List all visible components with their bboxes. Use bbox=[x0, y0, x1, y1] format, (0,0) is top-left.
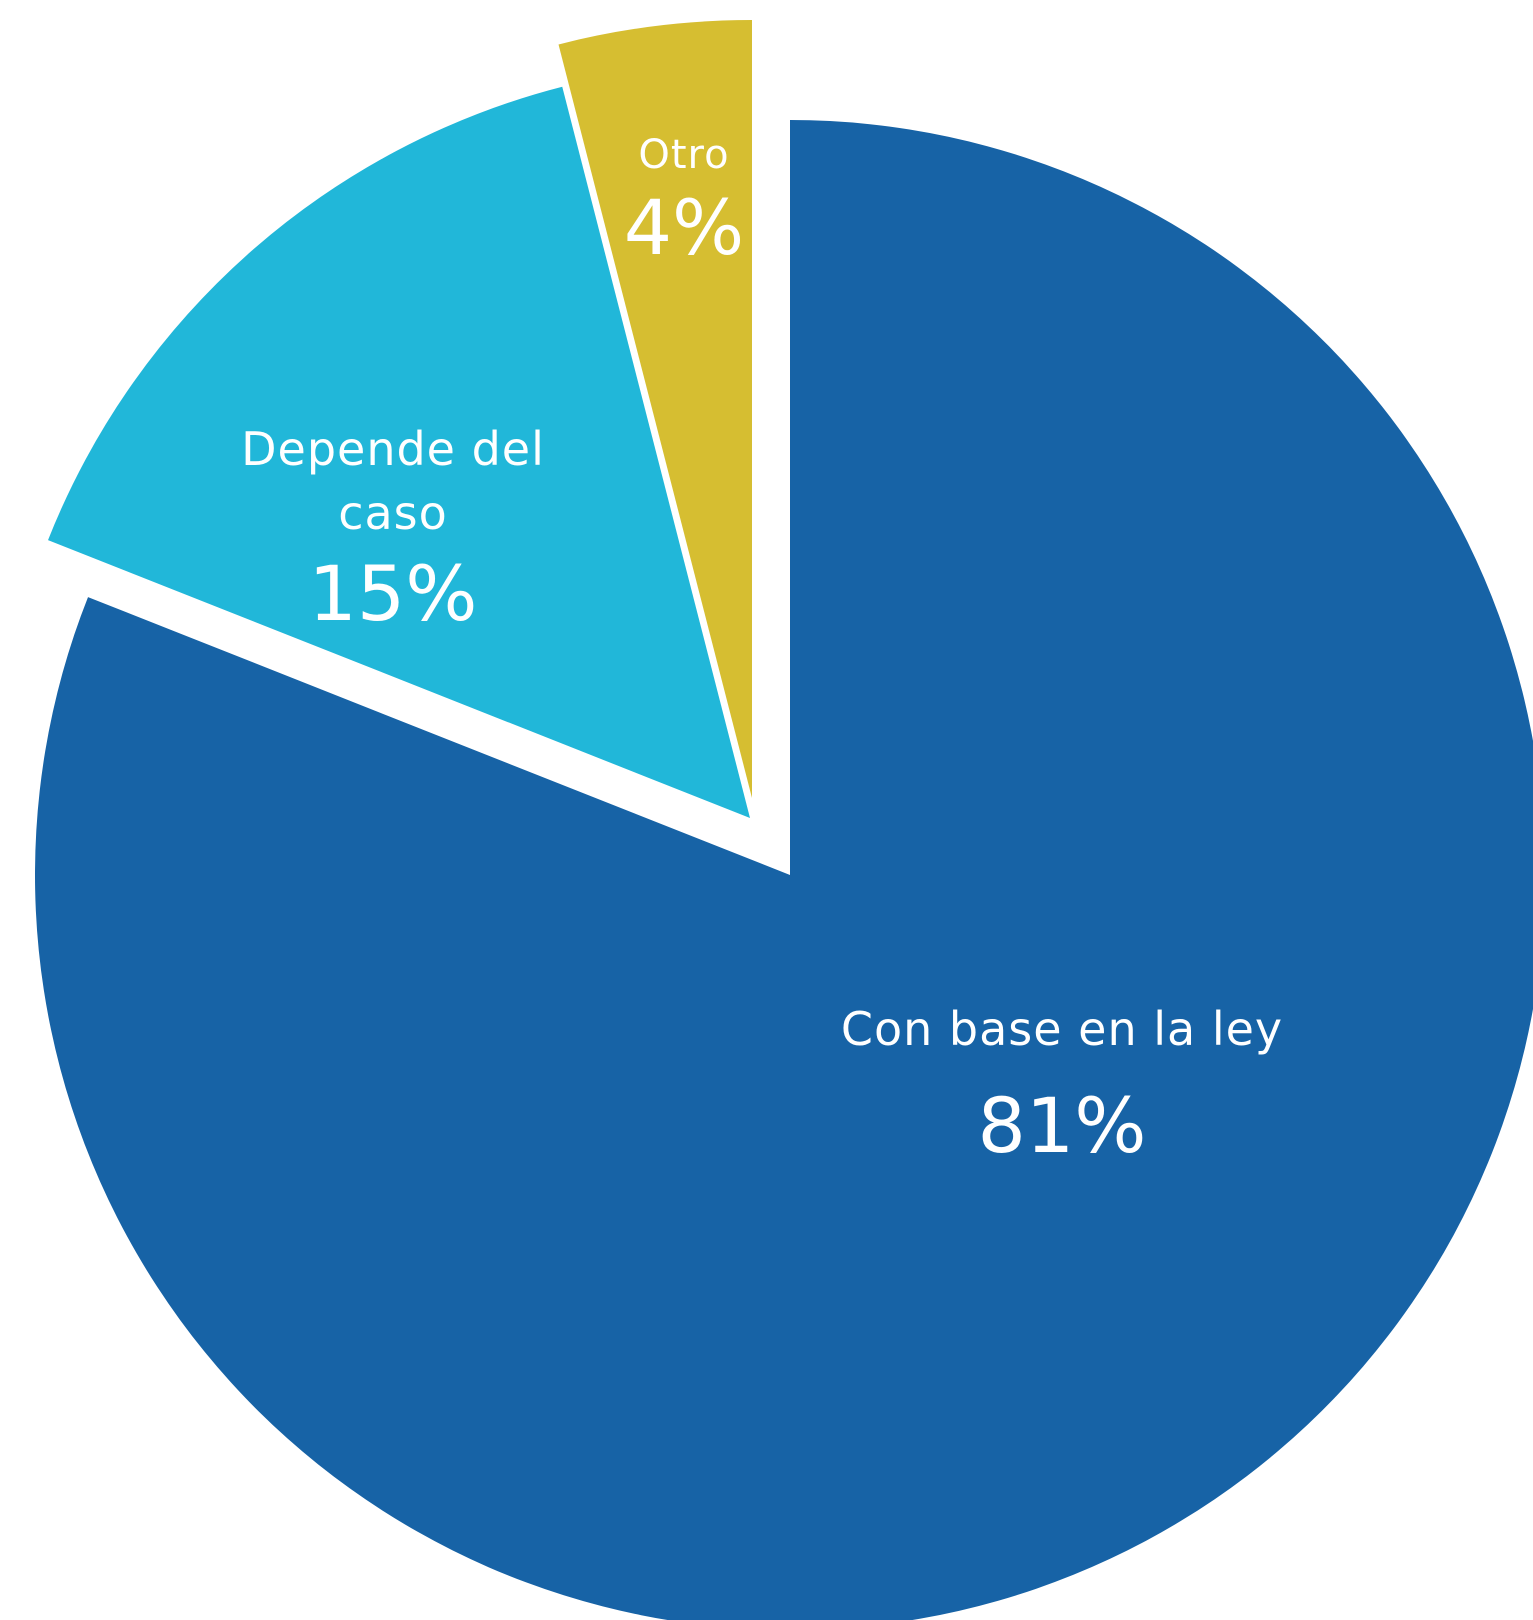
slice-label-otro: Otro bbox=[638, 132, 729, 178]
pie-slice-con-base-en-la-ley bbox=[35, 120, 1533, 1620]
slice-label-depende-del-caso: Depende del caso bbox=[241, 422, 545, 540]
pie-slice-otro bbox=[558, 20, 752, 798]
slice-value-depende-del-caso: 15% bbox=[309, 549, 478, 638]
slice-label-con-base-en-la-ley: Con base en la ley bbox=[841, 1002, 1283, 1056]
slice-value-con-base-en-la-ley: 81% bbox=[978, 1081, 1147, 1170]
slice-value-otro: 4% bbox=[624, 183, 745, 272]
pie-slice-depende-del-caso bbox=[48, 86, 751, 818]
